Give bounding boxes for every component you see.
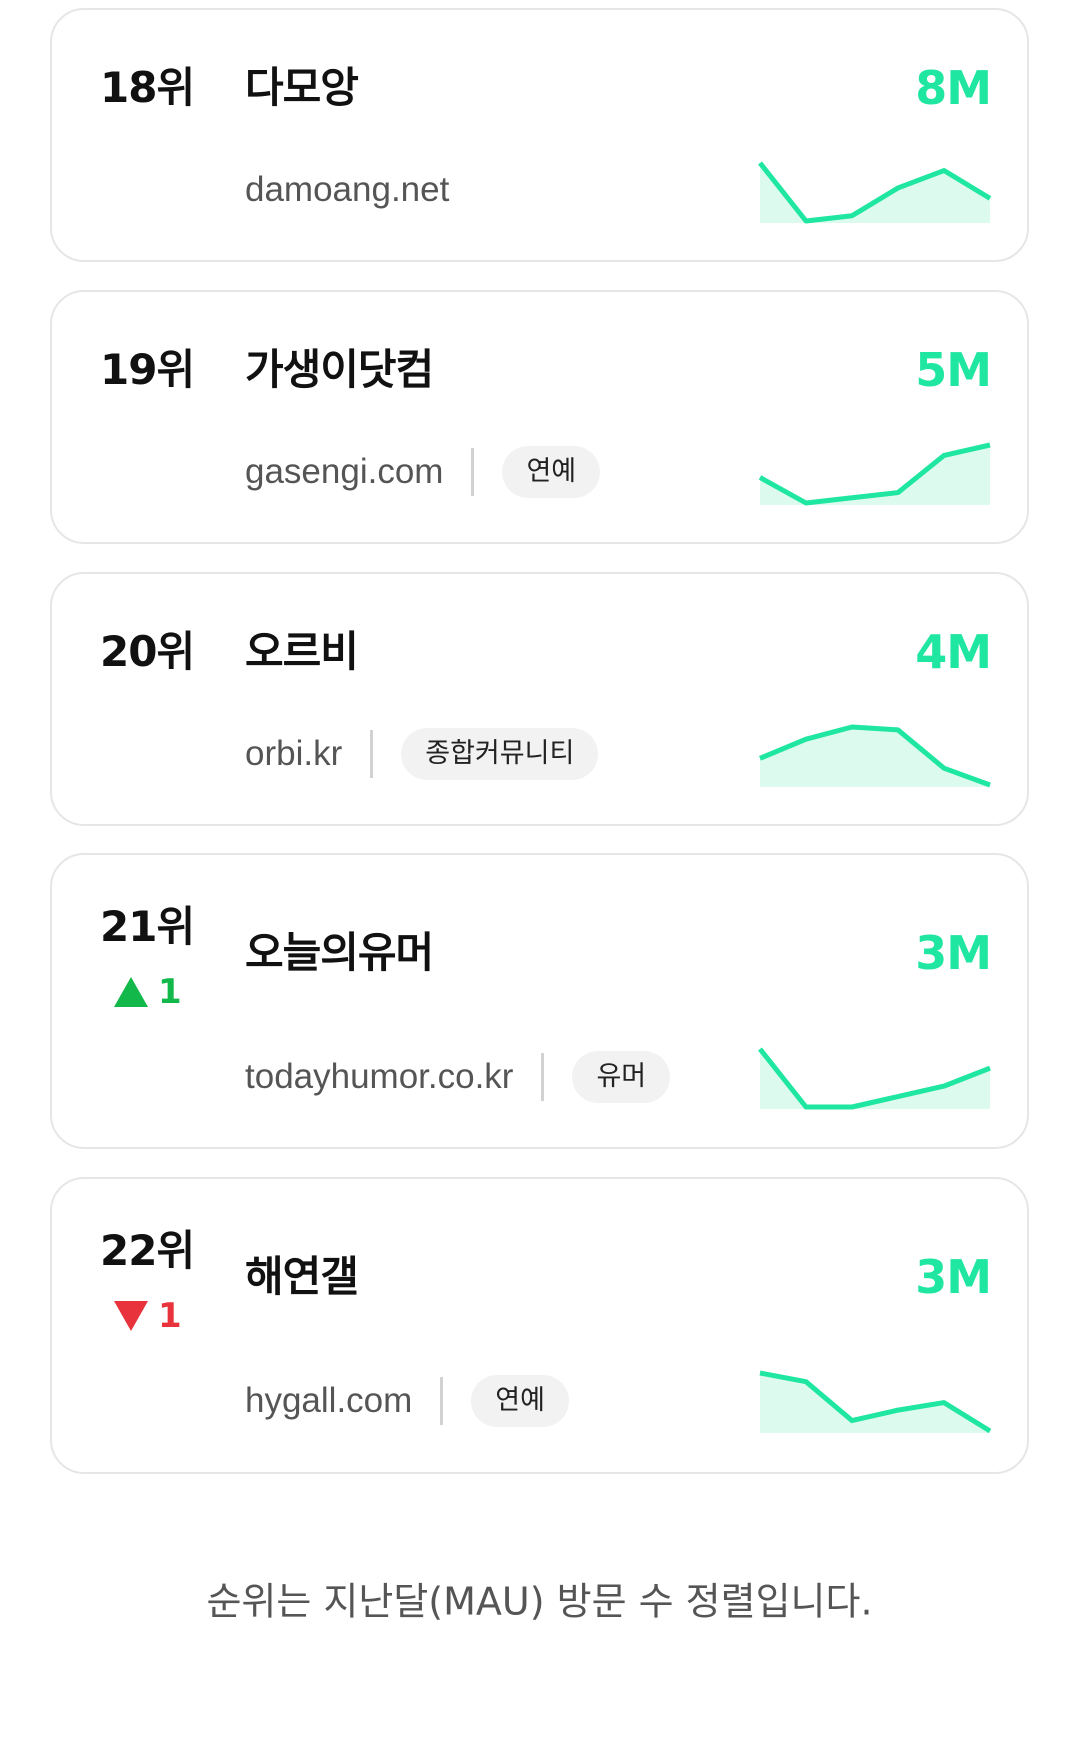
trend-sparkline — [758, 442, 991, 506]
rank: 19위 — [100, 345, 195, 394]
site-domain[interactable]: todayhumor.co.kr — [245, 1057, 514, 1096]
site-name: 오늘의유머 — [245, 928, 434, 977]
site-name: 가생이닷컴 — [245, 345, 434, 394]
sparkline-line — [759, 724, 991, 788]
rank-change-value: 1 — [158, 972, 182, 1012]
site-domain[interactable]: hygall.com — [245, 1381, 413, 1420]
site-meta: hygall.com 연예 — [245, 1375, 569, 1427]
mau-value: 4M — [915, 625, 992, 679]
site-name: 다모앙 — [245, 63, 359, 112]
category-tag[interactable]: 연예 — [471, 1375, 569, 1427]
site-domain[interactable]: gasengi.com — [245, 452, 444, 491]
mau-value: 8M — [915, 61, 992, 115]
divider — [370, 730, 374, 778]
arrow-down-icon — [114, 1301, 148, 1331]
site-meta: damoang.net — [245, 170, 449, 210]
rank-change: 1 — [114, 975, 182, 1009]
sparkline-area — [760, 1373, 990, 1433]
ranking-card[interactable]: 19위 가생이닷컴 5M gasengi.com 연예 — [50, 290, 1029, 544]
sparkline-line — [758, 1047, 991, 1110]
ranking-card[interactable]: 21위 오늘의유머 3M todayhumor.co.kr 유머 1 — [50, 853, 1029, 1149]
ranking-card[interactable]: 18위 다모앙 8M damoang.net — [50, 8, 1029, 262]
sparkline-line — [759, 1370, 992, 1434]
mau-value: 5M — [915, 343, 992, 397]
sparkline-area — [760, 163, 990, 223]
mau-value: 3M — [915, 1250, 992, 1304]
divider — [440, 1377, 444, 1425]
sparkline-line — [758, 161, 992, 224]
rank-change-value: 1 — [158, 1296, 182, 1336]
divider — [541, 1053, 545, 1101]
footer-note: 순위는 지난달(MAU) 방문 수 정렬입니다. — [206, 1579, 873, 1624]
category-tag[interactable]: 종합커뮤니티 — [401, 728, 599, 780]
arrow-up-icon — [114, 977, 148, 1007]
site-meta: gasengi.com 연예 — [245, 446, 601, 498]
sparkline-line — [758, 442, 991, 506]
site-name: 오르비 — [245, 627, 359, 676]
sparkline-area — [760, 1049, 990, 1109]
site-meta: orbi.kr 종합커뮤니티 — [245, 728, 599, 780]
ranking-card[interactable]: 20위 오르비 4M orbi.kr 종합커뮤니티 — [50, 572, 1029, 826]
sparkline-area — [760, 445, 990, 505]
rank: 22위 — [100, 1226, 195, 1275]
site-name: 해연갤 — [245, 1252, 359, 1301]
site-domain[interactable]: orbi.kr — [245, 734, 343, 773]
trend-sparkline — [759, 724, 991, 788]
trend-sparkline — [758, 161, 992, 224]
trend-sparkline — [758, 1047, 991, 1110]
mau-value: 3M — [915, 926, 992, 980]
category-tag[interactable]: 연예 — [502, 446, 601, 498]
category-tag[interactable]: 유머 — [572, 1051, 671, 1103]
site-meta: todayhumor.co.kr 유머 — [245, 1051, 671, 1103]
ranking-card[interactable]: 22위 해연갤 3M hygall.com 연예 1 — [50, 1177, 1029, 1474]
rank-change: 1 — [114, 1299, 182, 1333]
sparkline-area — [760, 727, 990, 787]
rank: 21위 — [100, 902, 195, 951]
divider — [471, 448, 475, 496]
rank: 18위 — [100, 63, 195, 112]
site-domain[interactable]: damoang.net — [245, 170, 450, 209]
trend-sparkline — [759, 1370, 992, 1434]
rank: 20위 — [100, 627, 195, 676]
